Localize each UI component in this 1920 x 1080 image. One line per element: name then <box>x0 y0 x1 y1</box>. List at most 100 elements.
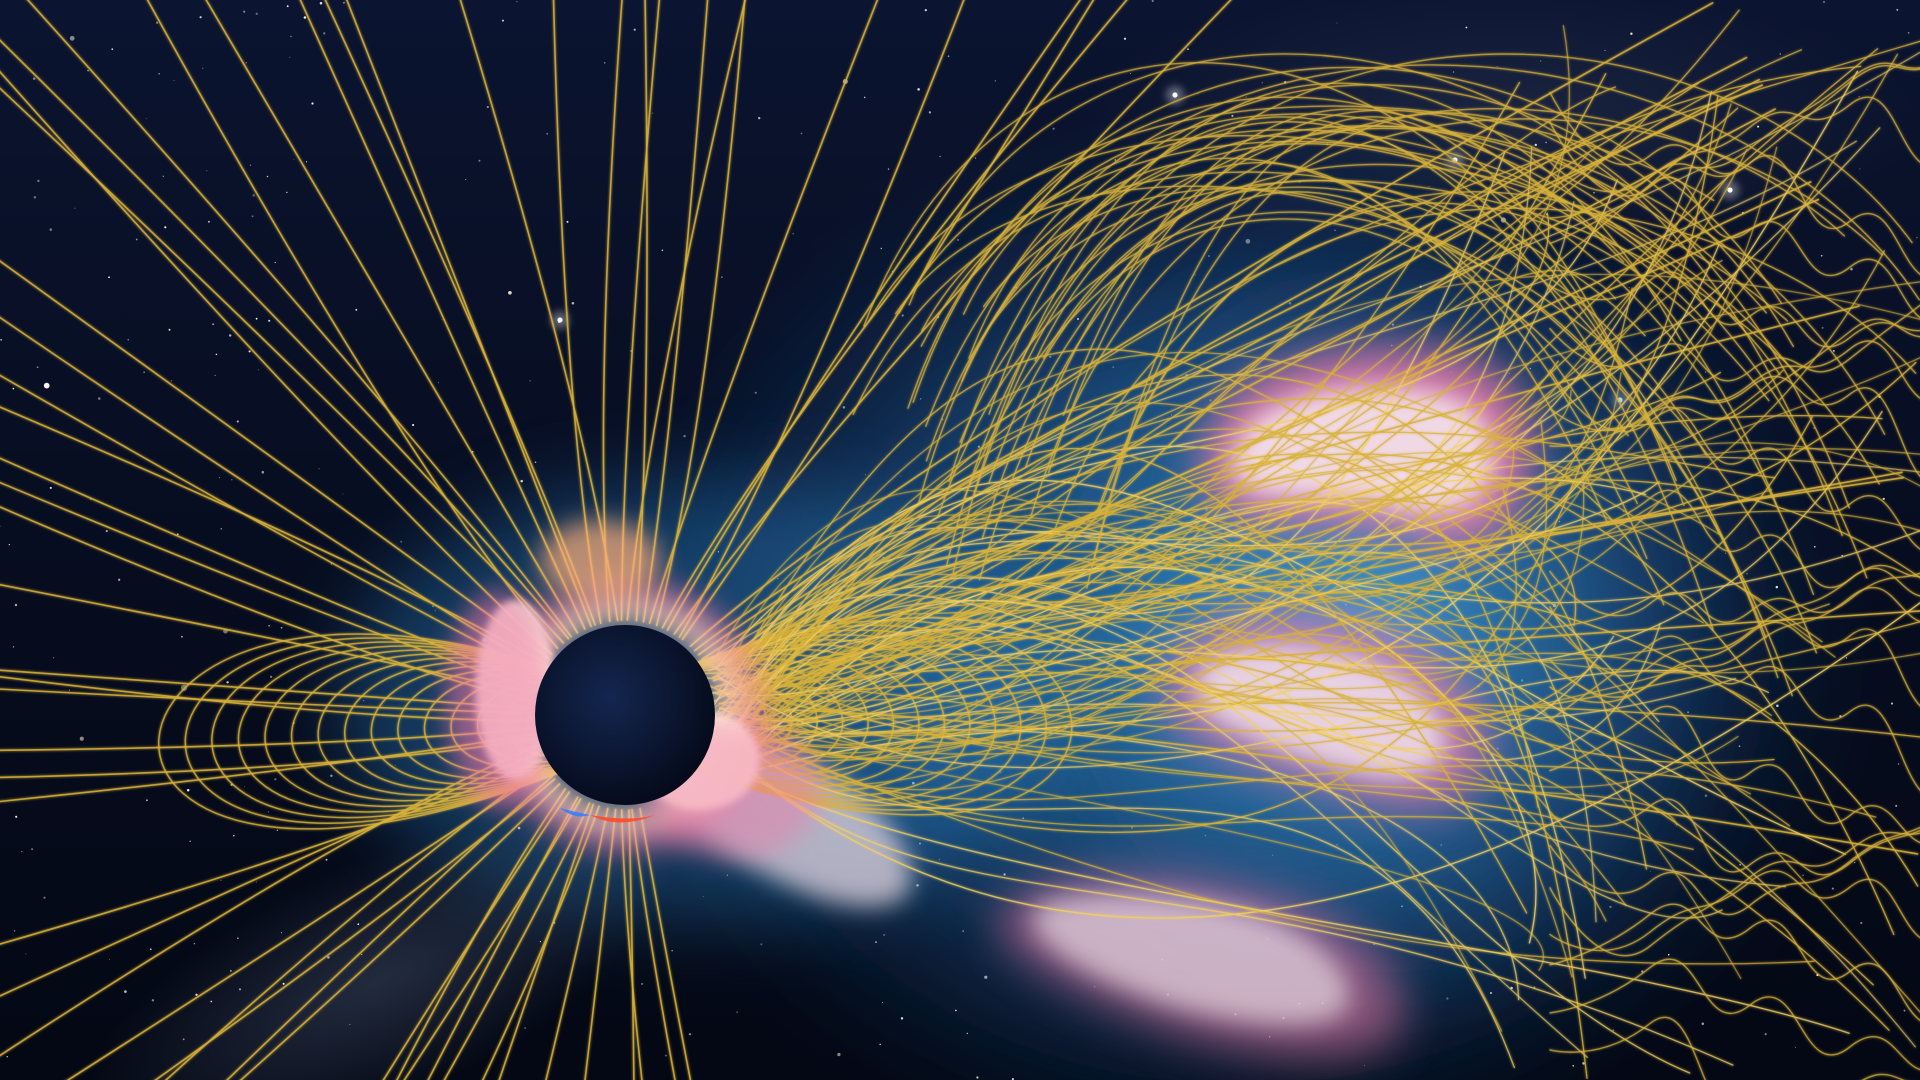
planet-body <box>535 625 715 805</box>
star <box>290 35 292 38</box>
star <box>327 956 330 959</box>
star <box>37 179 40 183</box>
star <box>924 8 927 12</box>
star <box>1452 71 1455 73</box>
star <box>36 366 39 369</box>
star <box>1859 168 1861 170</box>
star <box>243 786 245 788</box>
field-line <box>1549 958 1920 1071</box>
bright-star-core <box>557 317 563 323</box>
star <box>21 851 23 853</box>
field-line <box>678 0 965 638</box>
star <box>255 317 258 320</box>
star <box>736 1011 738 1014</box>
star <box>52 657 55 659</box>
field-line <box>968 64 1920 359</box>
star <box>318 468 320 470</box>
star <box>437 382 440 384</box>
star <box>289 56 291 58</box>
star <box>206 170 208 172</box>
star <box>143 371 145 373</box>
field-line <box>738 420 1548 676</box>
star <box>1764 1033 1767 1036</box>
field-line <box>403 798 582 1080</box>
star <box>887 168 890 170</box>
field-line <box>1034 127 1768 362</box>
planet-group <box>445 520 820 865</box>
field-line <box>1549 375 1920 477</box>
field-line <box>639 808 692 1080</box>
field-line <box>1096 191 1789 512</box>
star <box>155 21 159 24</box>
star <box>529 380 531 382</box>
field-line <box>1549 564 1920 677</box>
field-line <box>1549 903 1920 1022</box>
star <box>98 397 101 400</box>
star <box>258 369 260 371</box>
field-line <box>724 354 1616 667</box>
star <box>12 646 15 648</box>
field-line <box>1549 62 1920 197</box>
star <box>303 16 307 19</box>
field-line <box>725 82 1699 757</box>
star <box>69 35 75 41</box>
field-line <box>648 0 879 624</box>
field-line <box>497 803 594 1080</box>
star <box>1261 82 1263 84</box>
field-line <box>732 500 1627 907</box>
field-line <box>921 140 1781 376</box>
star <box>202 67 204 69</box>
star <box>1895 804 1898 807</box>
field-line <box>0 260 550 660</box>
field-line <box>0 759 543 945</box>
field-line <box>959 186 1707 456</box>
field-line <box>0 316 543 671</box>
star <box>330 774 333 778</box>
star <box>604 62 606 64</box>
star <box>357 923 360 926</box>
star <box>939 155 941 158</box>
field-line <box>26 0 572 638</box>
field-line <box>732 243 1720 698</box>
field-line <box>707 628 1588 1058</box>
field-line <box>0 70 553 656</box>
field-line <box>264 649 626 808</box>
star <box>1850 267 1853 271</box>
star <box>520 479 523 483</box>
star <box>1860 921 1863 925</box>
star <box>1866 89 1868 91</box>
star <box>0 525 1 527</box>
star <box>1820 254 1823 257</box>
field-line <box>743 428 1704 690</box>
field-line <box>962 113 1868 579</box>
star <box>355 308 358 311</box>
star <box>664 1054 667 1057</box>
field-line <box>1549 570 1920 623</box>
field-line <box>718 488 1773 696</box>
field-line <box>624 619 1073 816</box>
star <box>633 28 636 31</box>
field-line <box>0 751 539 997</box>
star <box>189 840 191 843</box>
star <box>947 55 950 58</box>
field-line <box>205 0 579 634</box>
star <box>441 319 443 321</box>
field-line <box>1549 96 1920 193</box>
field-line <box>1549 705 1920 844</box>
star <box>31 848 34 851</box>
star <box>6 1056 8 1058</box>
field-line <box>0 737 534 779</box>
field-line <box>988 179 1779 679</box>
star <box>33 196 37 199</box>
star <box>181 635 183 638</box>
star <box>268 624 270 627</box>
star <box>195 993 198 996</box>
star <box>508 290 512 295</box>
bright-star-core <box>1727 187 1733 193</box>
star <box>325 858 328 861</box>
star <box>25 953 27 955</box>
field-line <box>727 729 1520 1001</box>
star <box>274 261 276 264</box>
field-line <box>852 171 1646 415</box>
field-line <box>737 153 1589 759</box>
